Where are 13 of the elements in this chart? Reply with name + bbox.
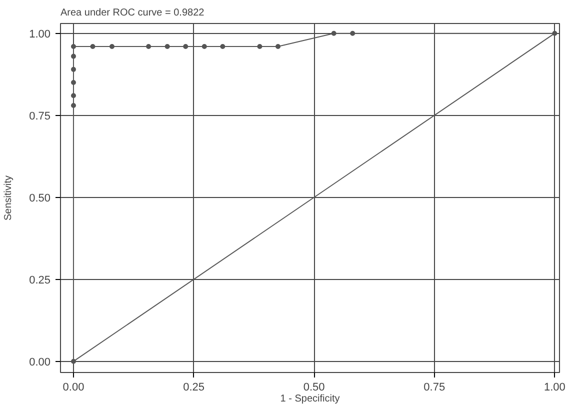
y-tick-label: 1.00 [29, 28, 51, 40]
chart-title: Area under ROC curve = 0.9822 [60, 8, 205, 18]
x-axis-title: 1 - Specificity [280, 394, 340, 404]
y-tick-label: 0.25 [29, 274, 51, 286]
y-tick-label: 0.50 [29, 192, 51, 204]
y-axis-title: Sensitivity [3, 175, 14, 221]
x-tick-label: 0.75 [424, 382, 446, 394]
x-tick-label: 0.00 [62, 382, 84, 394]
y-tick-label: 0.75 [29, 110, 51, 122]
x-tick-label: 0.25 [183, 382, 205, 394]
y-tick-label: 0.00 [29, 356, 51, 368]
x-tick-label: 1.00 [544, 382, 566, 394]
x-tick-label: 0.50 [303, 382, 325, 394]
